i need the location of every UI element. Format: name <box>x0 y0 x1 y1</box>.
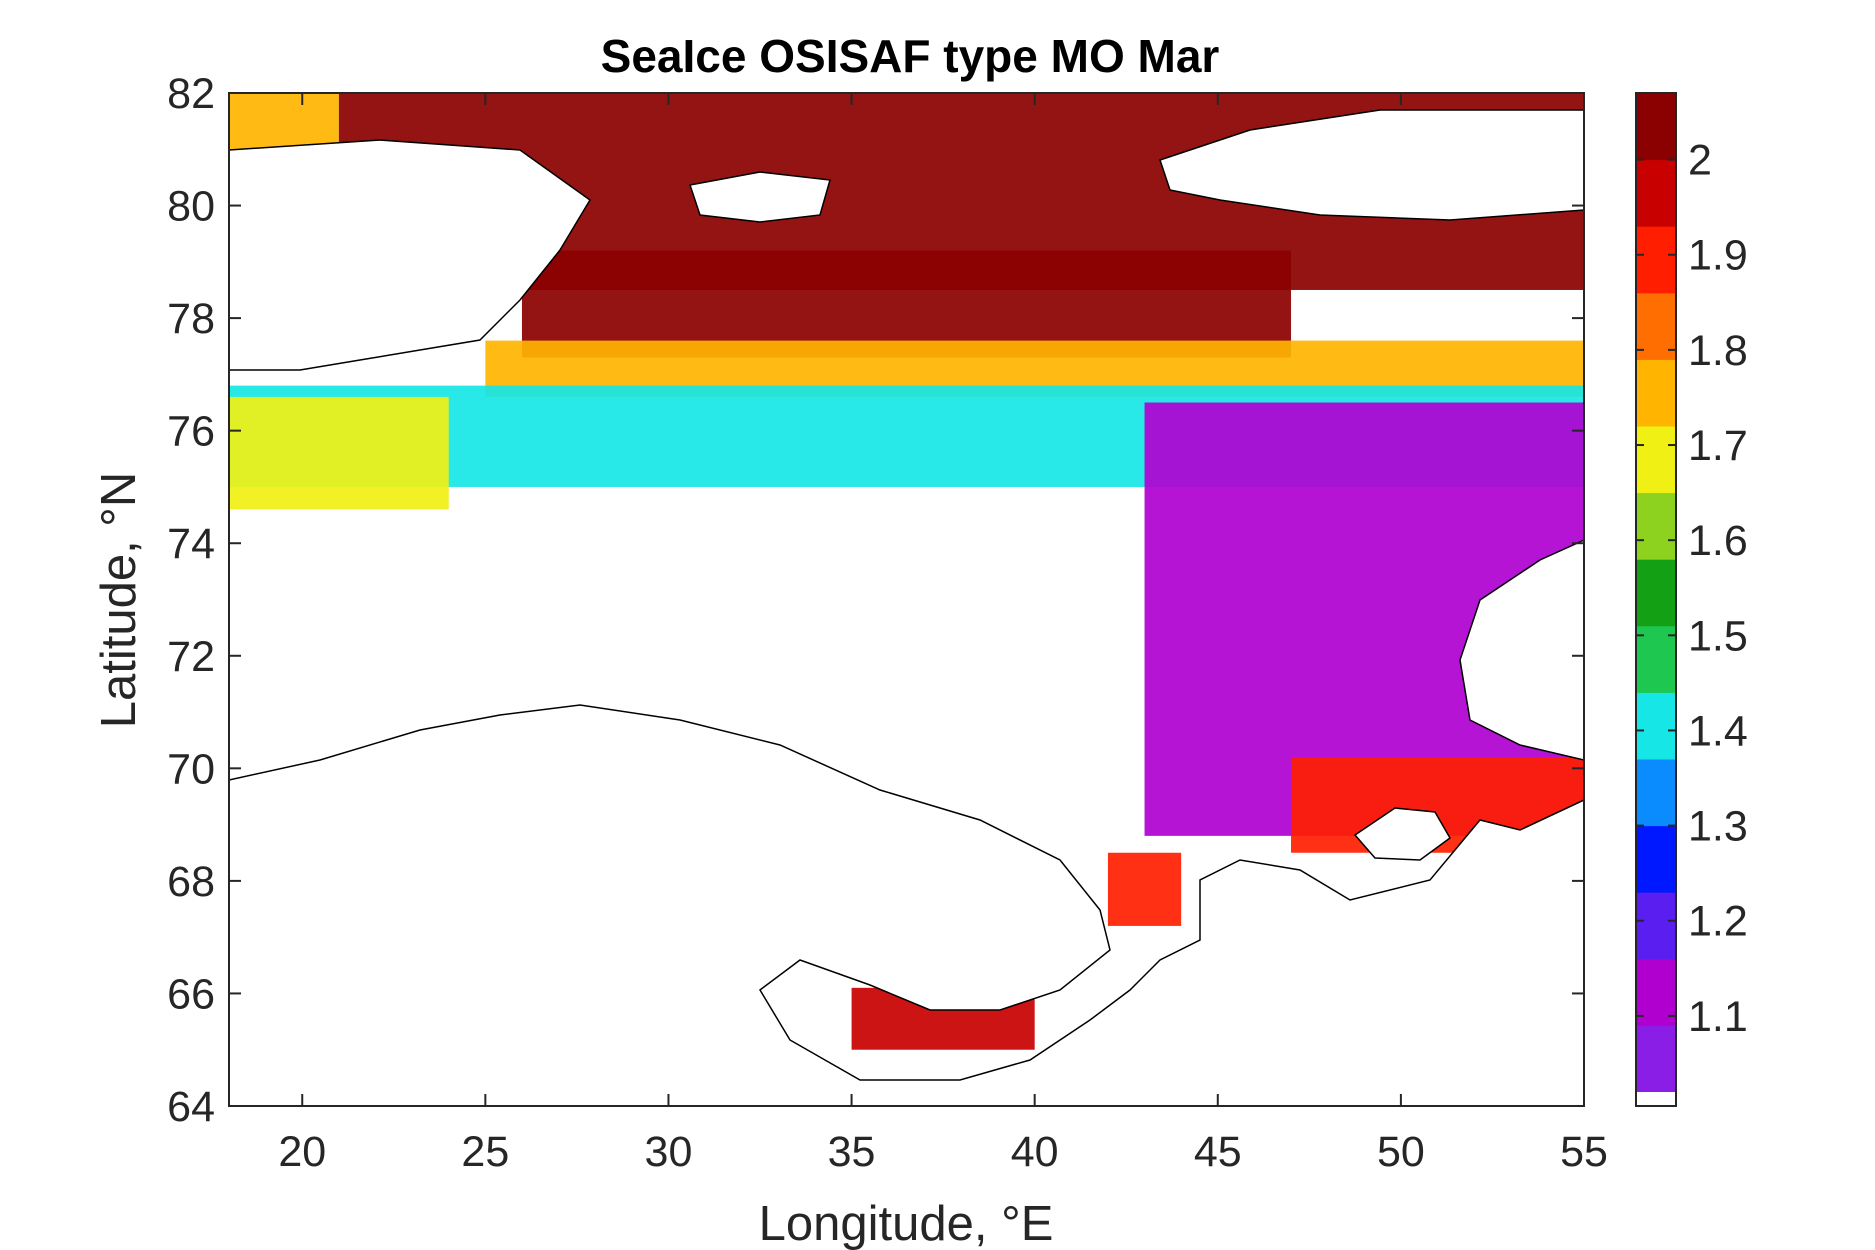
x-tick-label: 20 <box>278 1128 326 1176</box>
colorbar-tick-label: 1.1 <box>1688 993 1748 1041</box>
colorbar-tick-label: 1.6 <box>1688 517 1748 565</box>
colorbar-tick-label: 1.5 <box>1688 612 1748 660</box>
y-tick-label: 68 <box>167 858 215 906</box>
colorbar-segment-12 <box>1636 226 1676 294</box>
x-tick-label: 30 <box>645 1128 693 1176</box>
x-axis: 20 25 30 35 40 45 50 55 <box>278 93 1608 1176</box>
colorbar-segment-0 <box>1636 1025 1676 1093</box>
colorbar-segment-2 <box>1636 892 1676 960</box>
coastline-layer <box>229 109 1584 1106</box>
y-tick-label: 80 <box>167 183 215 231</box>
colorbar-lowest-bin <box>1636 1092 1676 1106</box>
y-tick-label: 78 <box>167 295 215 343</box>
colorbar-tick-label: 1.4 <box>1688 707 1748 755</box>
x-tick-label: 55 <box>1560 1128 1608 1176</box>
x-tick-label: 50 <box>1377 1128 1425 1176</box>
colorbar-segment-10 <box>1636 359 1676 427</box>
y-tick-label: 64 <box>167 1083 215 1131</box>
colorbar-segment-8 <box>1636 492 1676 560</box>
colorbar-segment-9 <box>1636 426 1676 494</box>
colorbar-segment-3 <box>1636 825 1676 893</box>
x-tick-label: 25 <box>461 1128 509 1176</box>
novaya-zemlya-land <box>1459 539 1584 761</box>
colorbar-segment-1 <box>1636 958 1676 1026</box>
colorbar-segment-5 <box>1636 692 1676 760</box>
y-tick-label: 70 <box>167 745 215 793</box>
colorbar-segment-14 <box>1636 93 1676 161</box>
heatmap-region-2 <box>521 250 1292 358</box>
y-tick-label: 66 <box>167 970 215 1018</box>
x-tick-label: 40 <box>1011 1128 1059 1176</box>
chart-title: SeaIce OSISAF type MO Mar <box>601 30 1220 82</box>
colorbar-tick-label: 1.7 <box>1688 422 1748 470</box>
y-tick-label: 82 <box>167 70 215 118</box>
kvitoya-land <box>689 171 831 223</box>
y-axis: 64 66 68 70 72 74 76 78 80 82 <box>167 70 1584 1131</box>
colorbar-tick-label: 1.2 <box>1688 898 1748 946</box>
heatmap-region-8 <box>1107 852 1182 926</box>
heatmap-region-5 <box>229 396 449 510</box>
x-axis-label: Longitude, °E <box>759 1197 1054 1250</box>
y-tick-label: 76 <box>167 408 215 456</box>
x-tick-label: 45 <box>1194 1128 1242 1176</box>
colorbar-frame <box>1635 92 1677 1107</box>
colorbar-segment-11 <box>1636 292 1676 360</box>
svalbard-land <box>229 139 591 371</box>
colorbar-tick-label: 1.9 <box>1688 232 1748 280</box>
y-tick-label: 74 <box>167 520 215 568</box>
franz-josef-land <box>1159 109 1584 221</box>
colorbar-tick-label: 2 <box>1688 137 1712 185</box>
y-tick-label: 72 <box>167 633 215 681</box>
colorbar-segment-7 <box>1636 559 1676 627</box>
colorbar: 1.1 1.2 1.3 1.4 1.5 1.6 1.7 1.8 1.9 2 <box>1635 92 1748 1107</box>
colorbar-segment-6 <box>1636 625 1676 693</box>
kolguev-island <box>1353 807 1451 861</box>
x-tick-label: 35 <box>828 1128 876 1176</box>
colorbar-segment-13 <box>1636 159 1676 227</box>
y-axis-label: Latitude, °N <box>92 472 146 729</box>
colorbar-tick-label: 1.8 <box>1688 327 1748 375</box>
colorbar-tick-label: 1.3 <box>1688 803 1748 851</box>
scandinavia-russia-land <box>229 704 1584 1106</box>
plot-frame <box>228 92 1585 1107</box>
colorbar-segment-4 <box>1636 759 1676 827</box>
